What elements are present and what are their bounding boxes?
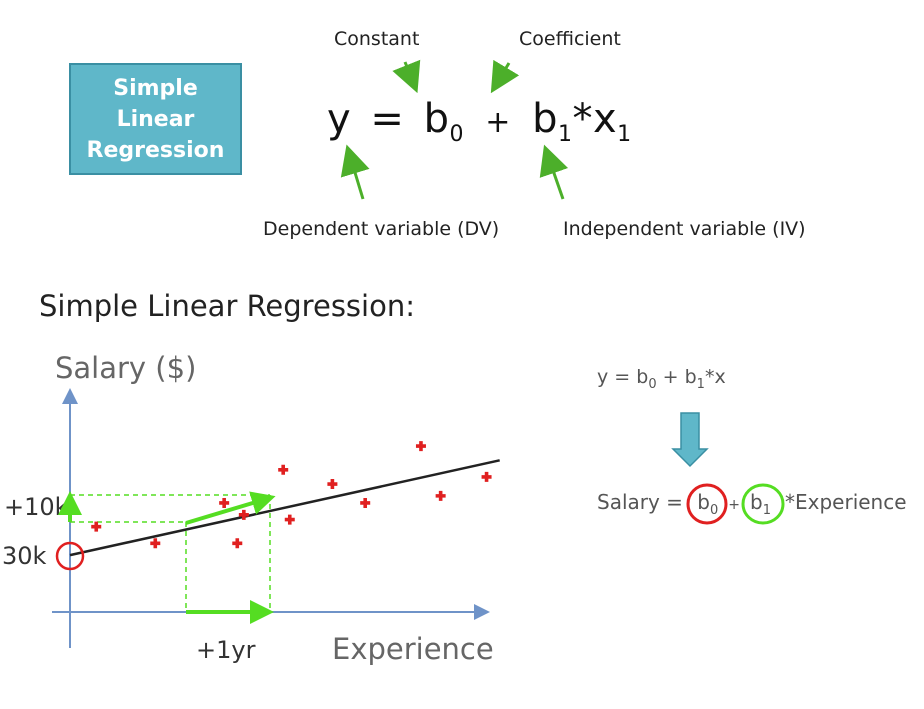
main-equation: y = b0 + b1*x1	[327, 96, 632, 147]
coefficient-label: Coefficient	[519, 28, 621, 50]
badge-line2: Linear	[116, 106, 195, 132]
salary-equation: Salary = b0 + b1 *Experience	[597, 490, 907, 518]
salary-b0: b	[697, 490, 710, 514]
data-point	[232, 538, 243, 549]
slope-arrow	[185, 491, 276, 525]
iv-arrow	[539, 144, 569, 200]
data-point	[481, 471, 492, 482]
constant-arrow	[392, 59, 421, 94]
data-point	[327, 479, 338, 490]
down-arrow	[671, 412, 709, 468]
data-point	[284, 514, 295, 525]
simple-equation: y = b0 + b1*x	[597, 366, 726, 392]
slope-rise-label: +10k	[4, 493, 69, 521]
data-point	[219, 497, 230, 508]
dv-arrow	[340, 144, 370, 200]
dependent-variable-label: Dependent variable (DV)	[263, 218, 500, 240]
salary-b1: b	[750, 490, 763, 514]
independent-variable-label: Independent variable (IV)	[563, 218, 806, 240]
constant-label: Constant	[334, 28, 420, 50]
y-axis-title: Salary ($)	[55, 351, 197, 385]
b1-circle	[741, 483, 785, 525]
data-point	[91, 521, 102, 532]
b0-circle	[686, 483, 728, 525]
data-point	[150, 538, 161, 549]
coefficient-arrow	[490, 59, 520, 94]
intercept-label: 30k	[2, 542, 47, 570]
scatter-points	[91, 441, 492, 549]
data-point	[360, 497, 371, 508]
topic-badge: Simple Linear Regression	[69, 63, 242, 175]
guide-lines	[70, 494, 271, 612]
data-point	[238, 509, 249, 520]
data-point	[415, 441, 426, 452]
regression-line	[69, 459, 500, 557]
data-point	[278, 464, 289, 475]
slope-run-label: +1yr	[196, 636, 256, 664]
section-heading: Simple Linear Regression:	[39, 289, 415, 323]
intercept-circle	[55, 541, 85, 571]
x-axis-title: Experience	[332, 632, 494, 666]
data-point	[435, 490, 446, 501]
badge-line1: Simple	[113, 75, 198, 101]
badge-line3: Regression	[86, 137, 225, 163]
